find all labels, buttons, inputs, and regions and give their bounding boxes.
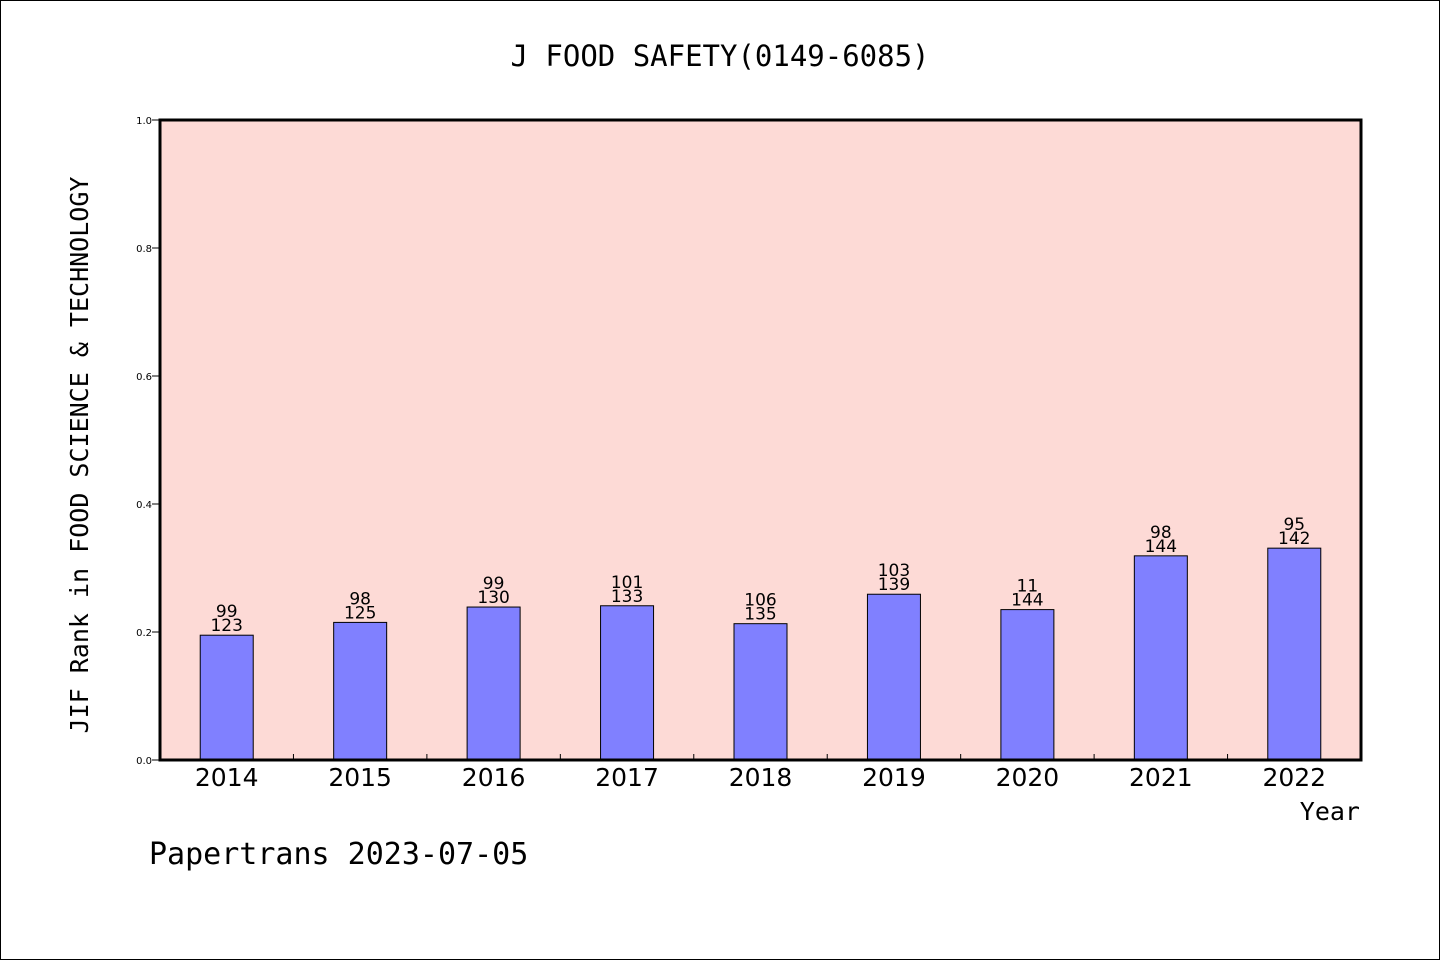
bar bbox=[600, 605, 655, 761]
bar-total-label: 144 bbox=[1011, 591, 1043, 611]
x-tick-label: 2015 bbox=[328, 763, 392, 792]
x-tick-label: 2018 bbox=[729, 763, 793, 792]
x-tick-label: 2019 bbox=[862, 763, 926, 792]
bar-total-label: 139 bbox=[878, 575, 910, 595]
bar-rank-label: 106 bbox=[744, 591, 776, 611]
x-tick-label: 2022 bbox=[1262, 763, 1326, 792]
plot-border bbox=[158, 118, 1363, 762]
y-tick-label: 0.2 bbox=[136, 628, 152, 639]
bar-total-label: 125 bbox=[344, 603, 376, 623]
bar bbox=[333, 621, 388, 761]
bar bbox=[733, 623, 788, 761]
bar bbox=[1133, 555, 1188, 761]
bar-rank-label: 99 bbox=[216, 602, 238, 622]
bar bbox=[1267, 547, 1322, 761]
x-tick-label: 2016 bbox=[462, 763, 526, 792]
bar-rank-label: 11 bbox=[1017, 577, 1039, 597]
bar-rank-label: 98 bbox=[1150, 523, 1172, 543]
x-tick-label: 2020 bbox=[996, 763, 1060, 792]
bar bbox=[1000, 609, 1055, 761]
bar-total-label: 123 bbox=[210, 616, 242, 636]
bar-total-label: 142 bbox=[1278, 529, 1310, 549]
y-axis-label: JIF Rank in FOOD SCIENCE & TECHNOLOGY bbox=[65, 177, 94, 734]
y-tick-label: 0.8 bbox=[136, 244, 152, 255]
y-tick-label: 0.4 bbox=[136, 500, 152, 511]
bar-total-label: 135 bbox=[744, 605, 776, 625]
bar bbox=[466, 606, 521, 761]
chart-title: J FOOD SAFETY(0149-6085) bbox=[510, 39, 929, 73]
y-tick-label: 0.6 bbox=[136, 372, 152, 383]
bar-rank-label: 101 bbox=[611, 573, 643, 593]
x-tick-label: 2017 bbox=[595, 763, 659, 792]
bar-total-label: 144 bbox=[1145, 537, 1177, 557]
y-tick-label: 0.0 bbox=[136, 756, 152, 767]
x-tick-label: 2014 bbox=[195, 763, 259, 792]
bar-total-label: 130 bbox=[477, 588, 509, 608]
bar-rank-label: 103 bbox=[878, 561, 910, 581]
bar-total-label: 133 bbox=[611, 587, 643, 607]
y-tick-label: 1.0 bbox=[136, 116, 152, 127]
x-tick-label: 2021 bbox=[1129, 763, 1193, 792]
x-axis-label: Year bbox=[1300, 797, 1360, 826]
bar-rank-label: 99 bbox=[483, 574, 505, 594]
plot-area: 0.00.20.40.60.81.09912320149812520159913… bbox=[136, 116, 1363, 792]
bar-rank-label: 98 bbox=[349, 589, 371, 609]
bar bbox=[199, 634, 254, 761]
bar-rank-label: 95 bbox=[1283, 515, 1305, 535]
footer-watermark: Papertrans 2023-07-05 bbox=[149, 837, 528, 872]
bar bbox=[866, 593, 921, 761]
